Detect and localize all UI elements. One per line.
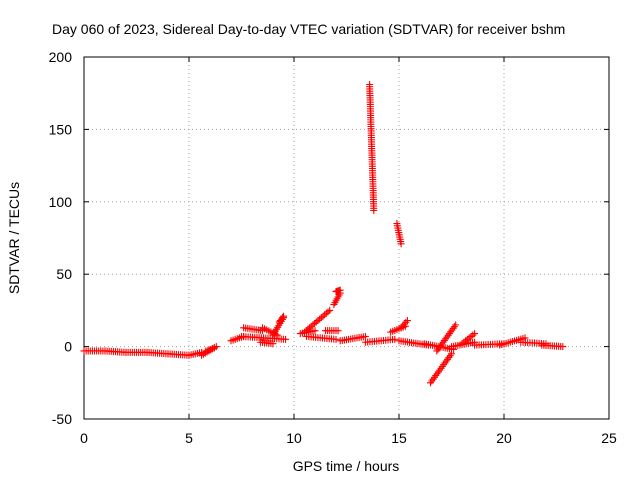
data-point bbox=[391, 335, 399, 343]
data-point bbox=[278, 314, 286, 322]
y-tick-label: 100 bbox=[49, 194, 73, 210]
y-axis-label: SDTVAR / TECUs bbox=[6, 182, 22, 294]
data-point bbox=[282, 335, 290, 343]
data-point bbox=[403, 317, 411, 325]
y-tick-label: 50 bbox=[56, 266, 72, 282]
plot-frame bbox=[83, 56, 610, 420]
x-tick-label: 20 bbox=[496, 430, 512, 446]
data-point bbox=[309, 321, 317, 329]
data-point bbox=[316, 315, 324, 323]
data-point bbox=[301, 328, 308, 336]
chart-title: Day 060 of 2023, Sidereal Day-to-day VTE… bbox=[52, 21, 565, 37]
data-point bbox=[311, 319, 319, 327]
data-points bbox=[80, 81, 567, 387]
data-point bbox=[304, 325, 312, 333]
data-point bbox=[269, 340, 277, 348]
data-point bbox=[326, 306, 334, 314]
data-point bbox=[312, 318, 320, 326]
y-tick-label: -50 bbox=[52, 411, 72, 427]
data-point bbox=[332, 335, 340, 343]
data-point bbox=[324, 308, 332, 316]
data-point bbox=[280, 312, 287, 320]
data-point bbox=[311, 327, 319, 335]
data-point bbox=[448, 350, 455, 358]
data-point bbox=[397, 240, 405, 248]
data-point bbox=[307, 322, 315, 330]
data-point bbox=[559, 343, 567, 351]
x-tick-label: 5 bbox=[185, 430, 193, 446]
x-tick-label: 10 bbox=[286, 430, 302, 446]
y-tick-label: 150 bbox=[49, 121, 73, 137]
data-point bbox=[319, 312, 327, 320]
data-point bbox=[306, 324, 314, 332]
axis-ticks: 0 5 10 15 20 25 -50 0 50 100 150 200 bbox=[49, 49, 617, 446]
data-point bbox=[321, 311, 329, 319]
data-point bbox=[314, 317, 322, 325]
x-tick-label: 0 bbox=[80, 430, 88, 446]
x-tick-label: 15 bbox=[391, 430, 407, 446]
x-axis-label: GPS time / hours bbox=[293, 458, 400, 474]
data-point bbox=[210, 344, 218, 352]
data-point bbox=[334, 327, 342, 335]
data-point bbox=[452, 321, 460, 329]
data-point bbox=[450, 323, 458, 331]
y-tick-label: 200 bbox=[49, 49, 73, 65]
data-point bbox=[471, 330, 479, 338]
data-point bbox=[317, 314, 325, 322]
y-tick-label: 0 bbox=[64, 339, 72, 355]
data-point bbox=[322, 309, 330, 317]
data-point bbox=[370, 206, 378, 214]
data-point bbox=[336, 286, 344, 294]
x-tick-label: 25 bbox=[601, 430, 617, 446]
grid-lines bbox=[84, 57, 609, 419]
